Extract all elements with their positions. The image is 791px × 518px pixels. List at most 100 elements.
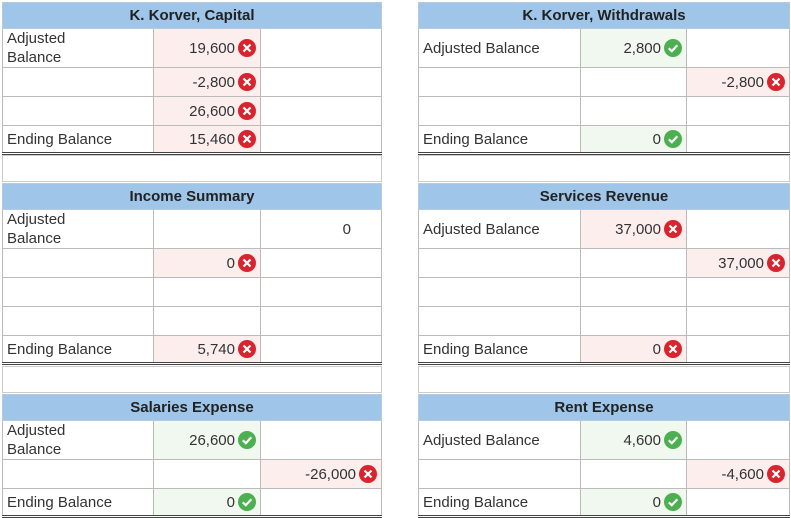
debit-amount: 0 — [652, 340, 661, 358]
debit-cell[interactable]: 0 — [580, 489, 686, 515]
debit-cell[interactable] — [153, 307, 260, 335]
ledger-row: -4,600 — [418, 460, 790, 489]
ledger-row: Ending Balance 0 — [2, 489, 382, 518]
check-icon — [664, 130, 682, 148]
debit-cell[interactable] — [580, 307, 686, 335]
row-label — [2, 97, 153, 125]
credit-cell[interactable]: -4,600 — [686, 460, 790, 488]
ledger-row: Adjusted Balance 2,800 — [418, 29, 790, 68]
debit-cell[interactable]: 5,740 — [153, 336, 260, 362]
credit-cell[interactable] — [260, 249, 382, 277]
check-icon — [238, 493, 256, 511]
credit-cell[interactable] — [260, 421, 382, 459]
row-label: Adjusted Balance — [2, 210, 153, 248]
credit-cell[interactable] — [260, 336, 382, 362]
account-title: Salaries Expense — [2, 394, 382, 421]
debit-amount: 19,600 — [189, 39, 235, 57]
credit-cell[interactable] — [260, 307, 382, 335]
ledger-row — [2, 278, 382, 307]
credit-cell[interactable] — [260, 68, 382, 96]
credit-cell[interactable] — [686, 29, 790, 67]
debit-cell[interactable]: 4,600 — [580, 421, 686, 459]
debit-cell[interactable]: 19,600 — [153, 29, 260, 67]
credit-cell[interactable] — [260, 126, 382, 152]
credit-amount: -4,600 — [721, 465, 764, 483]
row-label: Adjusted Balance — [2, 421, 153, 459]
ledger-row: Ending Balance 0 — [418, 489, 790, 518]
credit-cell[interactable]: 37,000 — [686, 249, 790, 277]
row-label: Ending Balance — [2, 126, 153, 152]
debit-cell[interactable]: 2,800 — [580, 29, 686, 67]
debit-cell[interactable] — [580, 278, 686, 306]
debit-cell[interactable]: 26,600 — [153, 421, 260, 459]
credit-cell[interactable] — [686, 126, 790, 152]
row-label: Adjusted Balance — [418, 29, 580, 67]
credit-cell[interactable] — [686, 336, 790, 362]
credit-cell[interactable] — [686, 278, 790, 306]
row-label: Adjusted Balance — [2, 29, 153, 67]
error-icon — [767, 73, 785, 91]
error-icon — [767, 465, 785, 483]
debit-cell[interactable]: 37,000 — [580, 210, 686, 248]
ledger-row: Adjusted Balance 37,000 — [418, 210, 790, 249]
error-icon — [238, 340, 256, 358]
ledger-row: 26,600 — [2, 97, 382, 126]
account-title: Services Revenue — [418, 183, 790, 210]
account-title: Income Summary — [2, 183, 382, 210]
debit-amount: 37,000 — [615, 220, 661, 238]
ledger-row: Ending Balance 5,740 — [2, 336, 382, 365]
ledger-row: -2,800 — [2, 68, 382, 97]
row-label: Ending Balance — [2, 336, 153, 362]
debit-amount: 0 — [226, 254, 235, 272]
credit-cell[interactable] — [260, 97, 382, 125]
debit-cell[interactable] — [153, 278, 260, 306]
ledger-row: Adjusted Balance 19,600 — [2, 29, 382, 68]
credit-cell[interactable] — [260, 278, 382, 306]
debit-cell[interactable]: 0 — [580, 336, 686, 362]
row-label: Ending Balance — [418, 489, 580, 515]
debit-amount: 26,600 — [189, 102, 235, 120]
debit-cell[interactable]: -2,800 — [153, 68, 260, 96]
debit-cell[interactable]: 0 — [580, 126, 686, 152]
credit-cell[interactable] — [686, 97, 790, 125]
debit-cell[interactable] — [153, 210, 260, 248]
debit-cell[interactable] — [580, 249, 686, 277]
ledger-row: Ending Balance 0 — [418, 126, 790, 155]
credit-cell[interactable] — [686, 307, 790, 335]
credit-cell[interactable] — [260, 29, 382, 67]
debit-cell[interactable] — [580, 460, 686, 488]
debit-cell[interactable]: 0 — [153, 249, 260, 277]
ledger-row — [418, 278, 790, 307]
credit-cell[interactable] — [686, 210, 790, 248]
t-account: Rent Expense Adjusted Balance 4,600 -4,600 E… — [418, 394, 790, 518]
ledger-row: 37,000 — [418, 249, 790, 278]
row-label — [418, 278, 580, 306]
row-label — [418, 68, 580, 96]
t-account: K. Korver, Withdrawals Adjusted Balance 2,… — [418, 2, 790, 155]
ledger-row: Ending Balance 15,460 — [2, 126, 382, 155]
credit-cell[interactable]: -2,800 — [686, 68, 790, 96]
debit-cell[interactable]: 0 — [153, 489, 260, 515]
credit-cell[interactable] — [686, 489, 790, 515]
debit-cell[interactable] — [153, 460, 260, 488]
debit-cell[interactable]: 15,460 — [153, 126, 260, 152]
debit-cell[interactable] — [580, 97, 686, 125]
ledger-row — [418, 307, 790, 336]
debit-amount: 5,740 — [197, 340, 235, 358]
credit-amount: 0 — [342, 220, 351, 238]
credit-cell[interactable]: -26,000 — [260, 460, 382, 488]
debit-amount: 2,800 — [623, 39, 661, 57]
row-label — [418, 97, 580, 125]
spacer — [418, 366, 790, 393]
debit-cell[interactable]: 26,600 — [153, 97, 260, 125]
error-icon — [238, 102, 256, 120]
check-icon — [664, 493, 682, 511]
spacer — [2, 366, 382, 393]
credit-cell[interactable]: 0 — [260, 210, 382, 248]
credit-cell[interactable] — [686, 421, 790, 459]
row-label: Ending Balance — [418, 336, 580, 362]
debit-cell[interactable] — [580, 68, 686, 96]
credit-cell[interactable] — [260, 489, 382, 515]
account-title: Rent Expense — [418, 394, 790, 421]
